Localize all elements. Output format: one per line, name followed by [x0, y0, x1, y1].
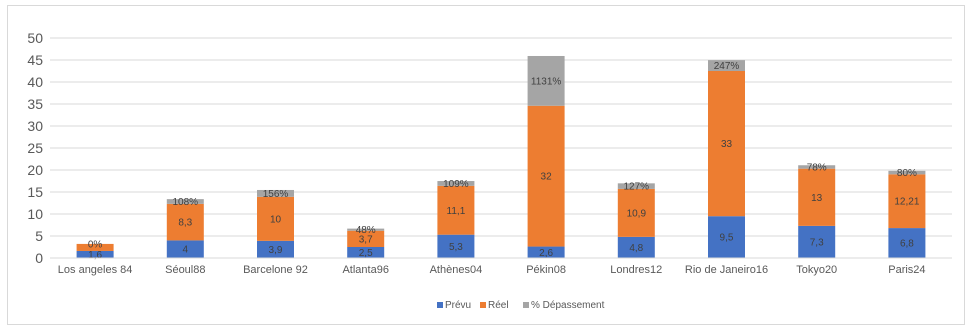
bar-reel — [798, 168, 836, 226]
bar-reel — [617, 188, 655, 237]
y-tick-label: 50 — [27, 30, 43, 46]
data-label: 1131% — [531, 76, 562, 87]
y-tick-label: 45 — [27, 52, 43, 68]
y-tick-label: 30 — [27, 118, 43, 134]
data-label: 4,8 — [629, 243, 643, 254]
bar-depassement — [617, 183, 655, 189]
data-label: 10 — [270, 214, 282, 225]
y-tick-label: 5 — [35, 228, 43, 244]
x-tick-label: Paris24 — [888, 264, 925, 276]
bar-depassement — [527, 55, 565, 106]
legend-label: % Dépassement — [531, 300, 605, 311]
data-label: 247% — [714, 61, 740, 72]
data-label: 4 — [183, 245, 189, 256]
x-tick-label: Séoul88 — [165, 264, 205, 276]
y-tick-label: 40 — [27, 74, 43, 90]
bar-depassement — [798, 165, 836, 169]
x-tick-label: Tokyo20 — [796, 264, 837, 276]
bar-prevu — [257, 240, 294, 258]
data-label: 3,9 — [269, 245, 283, 256]
bar-prevu — [798, 225, 836, 258]
bar-reel — [257, 196, 294, 241]
data-label: 80% — [897, 168, 917, 179]
data-label: 108% — [173, 197, 199, 208]
y-tick-label: 35 — [27, 96, 43, 112]
data-label: 11,1 — [447, 206, 466, 217]
legend-label: Réel — [488, 300, 509, 311]
legend-swatch — [437, 302, 443, 308]
x-tick-label: Los angeles 84 — [58, 264, 133, 276]
bar-prevu — [166, 240, 204, 258]
data-label: 3,7 — [359, 234, 373, 245]
data-label: 2,5 — [359, 248, 373, 259]
bar-reel — [708, 71, 745, 217]
bar-prevu — [527, 246, 565, 258]
bar-depassement — [437, 181, 475, 186]
bar-prevu — [437, 234, 475, 258]
data-label: 9,5 — [720, 233, 734, 244]
bar-prevu — [617, 236, 655, 258]
bar-prevu — [888, 228, 926, 258]
x-tick-label: Athènes04 — [430, 264, 483, 276]
bar-reel — [347, 230, 385, 247]
legend-swatch — [523, 302, 529, 308]
data-label: 0% — [88, 239, 103, 250]
bar-prevu — [347, 247, 385, 258]
bar-reel — [437, 185, 475, 235]
data-label: 48% — [356, 225, 376, 236]
x-tick-label: Rio de Janeiro16 — [685, 264, 768, 276]
data-label: 127% — [624, 182, 650, 193]
y-tick-label: 25 — [27, 140, 43, 156]
data-label: 33 — [721, 139, 733, 150]
data-label: 109% — [443, 179, 469, 190]
y-tick-label: 0 — [35, 250, 43, 266]
x-axis: Los angeles 84 Séoul88 Barcelone 92 Atlanta… — [50, 257, 952, 276]
data-label: 12,21 — [894, 197, 919, 208]
y-axis: 0 5 10 15 20 25 30 35 40 45 50 — [27, 30, 43, 266]
y-tick-label: 15 — [27, 184, 43, 200]
x-tick-label: Pékin08 — [526, 264, 566, 276]
data-label: 78% — [807, 162, 827, 173]
y-tick-label: 10 — [27, 206, 43, 222]
legend: Prévu Réel % Dépassement — [437, 300, 605, 311]
bar-prevu — [708, 216, 745, 258]
bar-reel — [166, 203, 204, 241]
bar-depassement — [708, 60, 745, 71]
bar-depassement — [257, 189, 294, 197]
data-label: 5,3 — [449, 242, 463, 253]
bar-depassement — [166, 199, 204, 204]
bar-reel — [888, 174, 926, 229]
x-tick-label: Atlanta96 — [342, 264, 388, 276]
bars: 1,60% 4 8,3 108% 3,9 10 156% 2,5 3,748% 5,3 11,1 10… — [76, 55, 926, 261]
x-tick-label: Londres12 — [610, 264, 662, 276]
bar-prevu — [76, 250, 114, 258]
x-tick-label: Barcelone 92 — [243, 264, 308, 276]
bar-reel — [527, 105, 565, 247]
data-label: 6,8 — [900, 239, 914, 250]
data-label: 8,3 — [178, 218, 192, 229]
data-label: 32 — [541, 172, 553, 183]
data-label: 1,6 — [88, 250, 102, 261]
chart-frame — [7, 5, 965, 325]
data-label: 10,9 — [627, 208, 647, 219]
bar-depassement — [888, 170, 926, 175]
legend-swatch — [480, 302, 486, 308]
data-label: 13 — [811, 193, 823, 204]
data-label: 156% — [263, 189, 289, 200]
data-label: 7,3 — [810, 237, 824, 248]
bar-reel — [76, 243, 114, 251]
data-label: 2,6 — [539, 248, 553, 259]
legend-label: Prévu — [445, 300, 471, 311]
bar-depassement — [347, 228, 385, 231]
y-tick-label: 20 — [27, 162, 43, 178]
